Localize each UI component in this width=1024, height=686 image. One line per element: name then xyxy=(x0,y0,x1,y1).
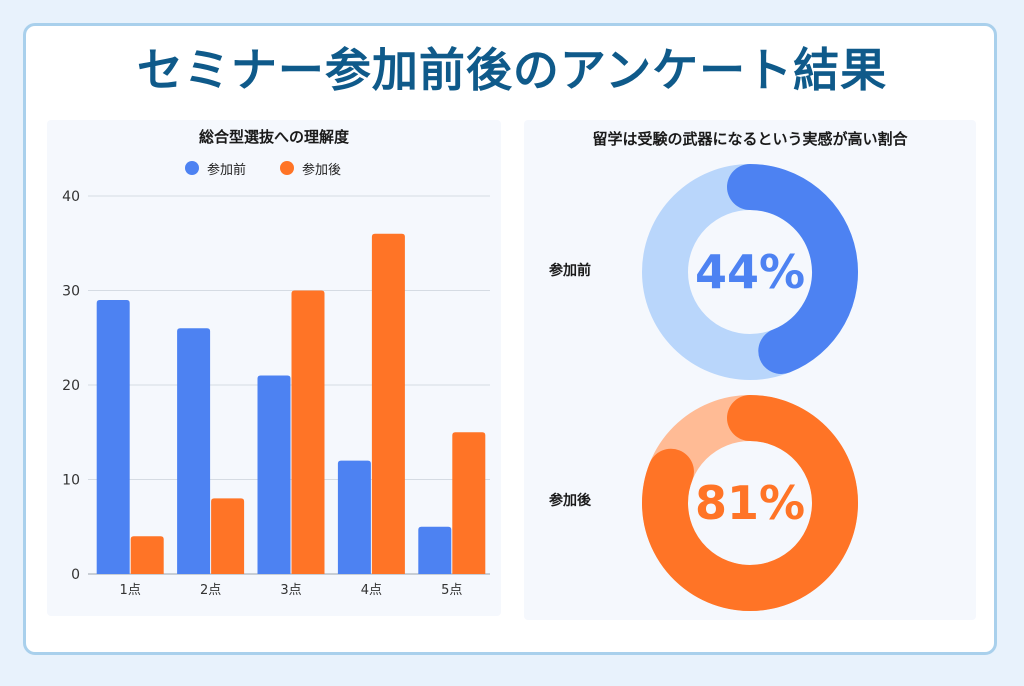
bar-before xyxy=(418,526,452,574)
x-tick-label: 1点 xyxy=(120,583,141,598)
donut-value-before: 44% xyxy=(694,245,806,299)
y-tick-label: 30 xyxy=(62,284,80,300)
y-tick-label: 10 xyxy=(62,473,80,489)
bar-legend: 参加前 参加後 xyxy=(185,159,341,178)
bar-before xyxy=(337,460,371,574)
donut-chart-title: 留学は受験の武器になるという実感が高い割合 xyxy=(592,130,908,148)
legend-item-before: 参加前 xyxy=(185,159,246,178)
donut-label-before: 参加前 xyxy=(549,263,591,279)
x-tick-label: 5点 xyxy=(441,583,462,598)
bar-before xyxy=(96,299,130,574)
bar-after xyxy=(130,536,164,574)
legend-label-before: 参加前 xyxy=(207,162,247,178)
legend-swatch-before xyxy=(185,161,199,175)
x-tick-label: 2点 xyxy=(200,583,221,598)
page-title: セミナー参加前後のアンケート結果 xyxy=(136,43,888,97)
bar-after xyxy=(452,432,486,574)
x-tick-label: 4点 xyxy=(361,583,382,598)
x-tick-label: 3点 xyxy=(280,583,301,598)
bar-after xyxy=(371,233,405,575)
bar-chart-title: 総合型選抜への理解度 xyxy=(198,128,349,146)
legend-swatch-after xyxy=(280,161,295,175)
donut-arc-before xyxy=(727,164,858,375)
legend-item-after: 参加後 xyxy=(280,159,341,178)
y-tick-label: 40 xyxy=(62,189,80,205)
y-tick-label: 0 xyxy=(71,567,80,583)
legend-label-after: 参加後 xyxy=(302,162,342,178)
bar-before xyxy=(257,375,291,574)
donut-value-after: 81% xyxy=(694,476,806,530)
donut-arc-after xyxy=(642,395,858,611)
bar-after xyxy=(211,498,245,574)
bar-after xyxy=(291,290,325,574)
y-tick-label: 20 xyxy=(62,378,80,394)
bar-before xyxy=(177,328,211,574)
donut-label-after: 参加後 xyxy=(549,493,591,509)
